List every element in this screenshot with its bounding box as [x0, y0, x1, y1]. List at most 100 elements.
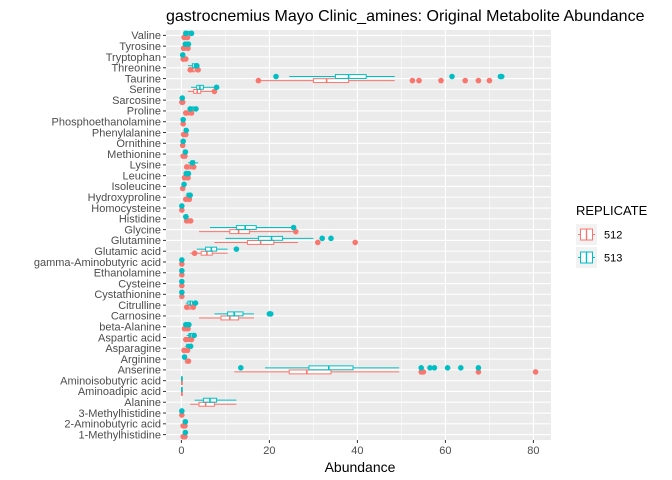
y-tick-label: Methionine: [107, 149, 161, 161]
legend-label-512: 512: [604, 230, 622, 242]
data-point-512: [475, 77, 482, 84]
x-axis-title: Abundance: [325, 459, 396, 475]
data-point-513: [194, 62, 200, 69]
box-512: [199, 229, 296, 235]
data-point-513: [181, 181, 187, 188]
data-point-513: [238, 365, 244, 371]
data-point-513: [427, 365, 433, 371]
data-point-512: [179, 272, 185, 278]
y-tick-label: Phenylalanine: [92, 127, 161, 139]
box-513: [289, 74, 395, 79]
data-point-512: [416, 77, 422, 84]
y-tick-label: Asparagine: [105, 343, 161, 355]
y-tick-label: Leucine: [122, 170, 161, 182]
y-tick-label: Carnosine: [111, 311, 161, 323]
legend: 512 513: [576, 224, 622, 268]
data-point-512: [179, 261, 185, 267]
data-point-512: [182, 433, 188, 440]
y-tick-labels: ValineTyrosineTryptophanThreonineTaurine…: [34, 30, 166, 441]
data-point-513: [189, 160, 196, 166]
data-point-512: [293, 228, 299, 235]
box-512: [181, 380, 183, 386]
y-tick-label: Valine: [131, 30, 161, 42]
y-tick-label: Histidine: [119, 214, 161, 226]
data-point-512: [179, 99, 186, 105]
y-tick-label: 2-Aminobutyric acid: [64, 419, 161, 431]
y-tick-label: Alanine: [124, 397, 161, 409]
box-513: [225, 235, 314, 241]
data-point-513: [187, 192, 193, 198]
y-tick-label: Aminoadipic acid: [78, 386, 161, 398]
data-point-512: [188, 336, 195, 343]
y-tick-label: 1-Methylhistidine: [78, 429, 161, 441]
data-point-512: [184, 347, 191, 354]
box-body: [229, 229, 251, 235]
box-512: [258, 78, 395, 84]
y-tick-label: Aspartic acid: [98, 332, 161, 344]
box-body: [257, 235, 284, 241]
data-point-513: [180, 116, 186, 123]
data-point-513: [458, 365, 464, 371]
box-body: [227, 311, 244, 317]
box-body: [235, 225, 257, 230]
y-tick-label: Taurine: [125, 73, 161, 85]
data-point-512: [462, 77, 469, 84]
y-tick-label: Cysteine: [118, 278, 161, 290]
data-point-513: [233, 246, 240, 252]
data-point-512: [532, 369, 539, 375]
box-513: [191, 84, 215, 90]
data-point-513: [188, 30, 195, 37]
plot-panel: [166, 30, 551, 440]
data-point-512: [420, 369, 427, 375]
points-layer: [179, 30, 539, 440]
data-point-512: [187, 218, 194, 224]
data-point-513: [431, 365, 438, 371]
data-point-512: [183, 304, 190, 310]
data-point-513: [182, 149, 189, 155]
data-point-513: [192, 300, 199, 306]
y-tick-label: Homocysteine: [91, 203, 161, 215]
y-tick-label: Threonine: [111, 63, 161, 75]
x-tick-label: 20: [263, 445, 275, 457]
data-point-513: [319, 235, 326, 242]
box-513: [210, 225, 294, 230]
data-point-512: [315, 239, 321, 246]
y-tick-label: Glycine: [124, 224, 161, 236]
x-tick-label: 0: [178, 445, 184, 457]
data-point-513: [179, 52, 186, 58]
y-tick-label: Tryptophan: [106, 52, 161, 64]
data-point-512: [190, 304, 197, 310]
data-point-512: [179, 293, 185, 300]
data-point-512: [183, 56, 189, 62]
box-512: [199, 315, 254, 321]
y-tick-label: Tyrosine: [119, 41, 161, 53]
data-point-512: [182, 153, 188, 159]
data-point-513: [179, 289, 185, 296]
data-point-513: [179, 95, 186, 101]
data-point-512: [352, 239, 359, 246]
y-tick-label: Arginine: [121, 354, 161, 366]
y-tick-label: beta-Alanine: [99, 322, 161, 334]
data-point-512: [185, 358, 192, 364]
y-tick-label: Cystathionine: [94, 289, 161, 301]
y-tick-label: Proline: [127, 106, 161, 118]
data-point-513: [290, 224, 297, 231]
data-point-513: [267, 311, 274, 317]
box-body: [334, 74, 367, 79]
box-513: [265, 365, 400, 371]
y-tick-label: Ethanolamine: [94, 268, 161, 280]
legend-key-513: 513: [576, 247, 622, 268]
data-point-512: [179, 282, 185, 289]
data-point-513: [179, 408, 185, 414]
legend-title: REPLICATE: [576, 203, 648, 218]
box-body: [312, 78, 350, 84]
x-tick-label: 40: [351, 445, 363, 457]
data-point-513: [183, 127, 190, 134]
data-point-512: [211, 88, 218, 95]
data-point-512: [187, 67, 193, 73]
data-point-513: [444, 365, 451, 371]
data-point-513: [179, 267, 185, 274]
data-point-513: [498, 73, 505, 80]
data-point-513: [182, 429, 189, 436]
data-point-512: [183, 131, 189, 138]
